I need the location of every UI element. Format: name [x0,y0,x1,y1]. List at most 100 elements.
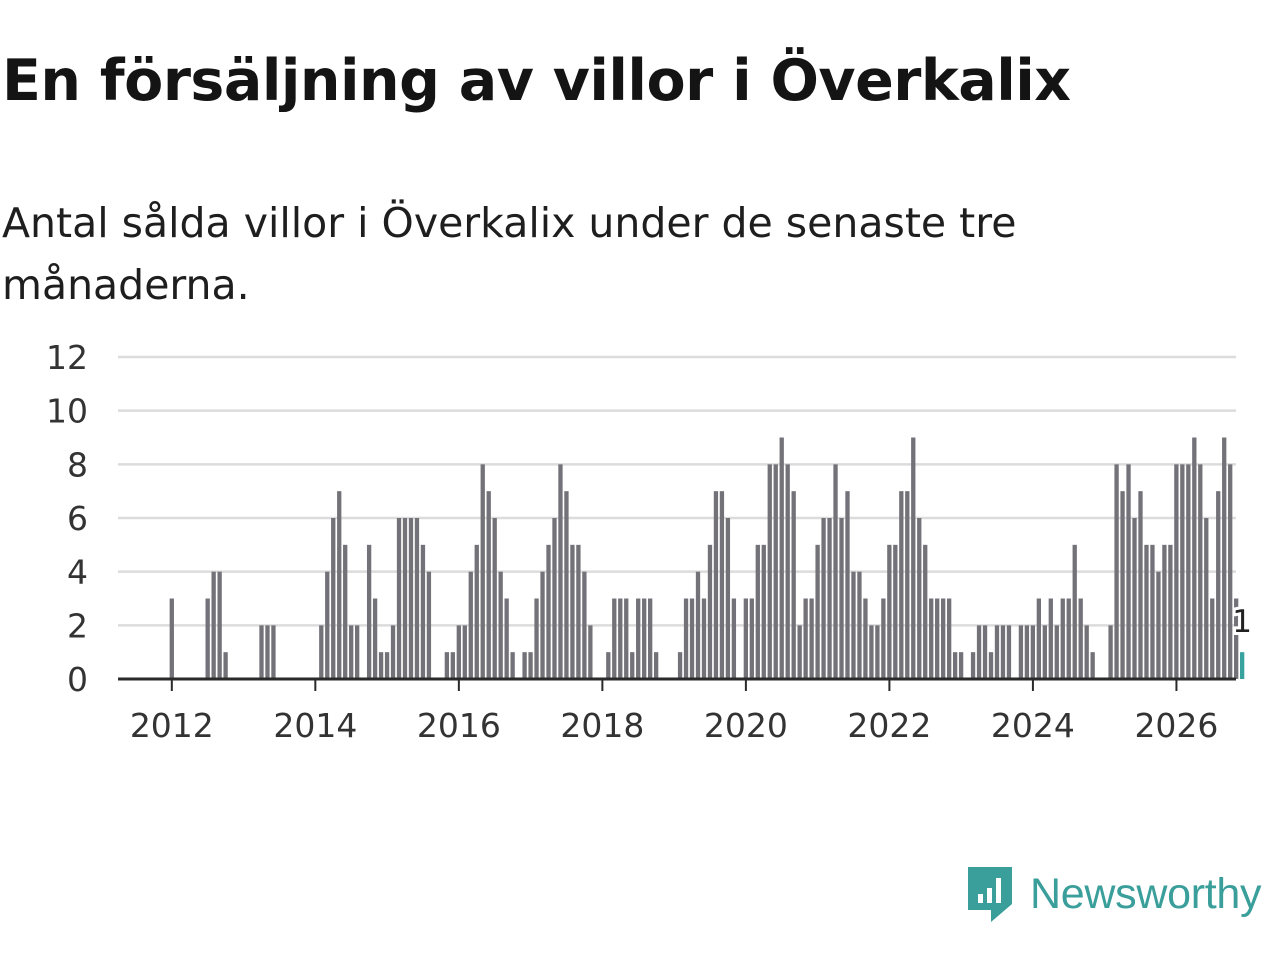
x-tick-label: 2016 [417,706,501,745]
bar [618,598,623,679]
bar [498,571,503,679]
bar-chart: 0 2 4 6 8 10 12 2012 2014 2016 2018 2020 2022 2024 202… [46,338,1255,745]
bar [522,652,527,679]
bar [1048,598,1053,679]
newsworthy-logo-icon [968,867,1012,922]
bar [779,437,784,679]
chart-subtitle: Antal sålda villor i Överkalix under de … [2,199,1017,309]
bar [677,652,683,679]
bar [366,544,372,679]
y-tick-label: 8 [67,445,88,484]
bar [408,518,414,679]
bar [707,544,713,679]
bar [271,625,276,679]
bar [384,652,390,679]
bar [642,598,647,679]
x-tick-label: 2026 [1134,706,1218,745]
bar [797,625,802,679]
bar [259,625,264,679]
bar [1060,598,1065,679]
bar [994,625,1000,679]
bar [899,491,904,679]
bar [755,544,760,679]
bar [1108,625,1113,679]
bar [785,464,790,679]
bar [1084,625,1089,679]
bar [941,598,946,679]
bar [1156,571,1161,679]
bar [1030,625,1036,679]
bar [552,518,557,679]
bar [905,491,910,679]
bar [713,491,719,679]
bar [486,491,491,679]
bar [1090,652,1095,679]
bar [695,571,701,679]
bar [970,652,976,679]
bar [683,598,689,679]
bar [169,598,174,679]
bar [767,464,772,679]
bar [474,544,479,679]
bar [869,625,874,679]
y-tick-label: 10 [46,392,88,431]
bar [504,598,509,679]
bar [1036,598,1041,679]
bar [809,598,814,679]
bar [821,518,826,679]
bar [1018,625,1024,679]
bar [648,598,653,679]
bar [528,652,533,679]
bar [1162,544,1167,679]
bar [396,518,402,679]
bar [1186,464,1191,679]
bar [851,571,856,679]
bar [450,652,455,679]
bar [570,544,575,679]
bar [1066,598,1071,679]
bar [1222,437,1227,679]
highlight-bar [1239,652,1245,679]
bar [1192,437,1197,679]
bar [1144,544,1149,679]
bar [952,652,958,679]
y-tick-label: 6 [67,499,88,538]
bar [1150,544,1155,679]
bar [606,652,611,679]
bar [988,652,994,679]
brand-logo[interactable]: Newsworthy [964,864,1261,924]
bar [958,652,964,679]
y-tick-label: 0 [67,660,88,699]
x-tick-label: 2014 [273,706,357,745]
bar [1042,625,1047,679]
bar [701,598,707,679]
chart-title: En försäljning av villor i Överkalix [2,48,1071,114]
y-tick-label: 4 [67,553,88,592]
bar [845,491,850,679]
bar [444,652,450,679]
bar [1024,625,1030,679]
bar [223,652,228,679]
bar [743,598,748,679]
bar [1114,464,1119,679]
bar [1234,598,1239,679]
bar [378,652,384,679]
bar [976,625,982,679]
bar [749,598,754,679]
bar [1204,518,1209,679]
bar [337,491,342,679]
bar [558,464,563,679]
bar [946,598,952,679]
bar [420,544,426,679]
bar [887,544,892,679]
bar [540,571,545,679]
bar [480,464,485,679]
bar [217,571,222,679]
bar [1174,464,1179,679]
bar [588,625,593,679]
bar [349,625,354,679]
bar [719,491,725,679]
bar [331,518,336,679]
bar [1078,598,1083,679]
bar [1132,518,1137,679]
